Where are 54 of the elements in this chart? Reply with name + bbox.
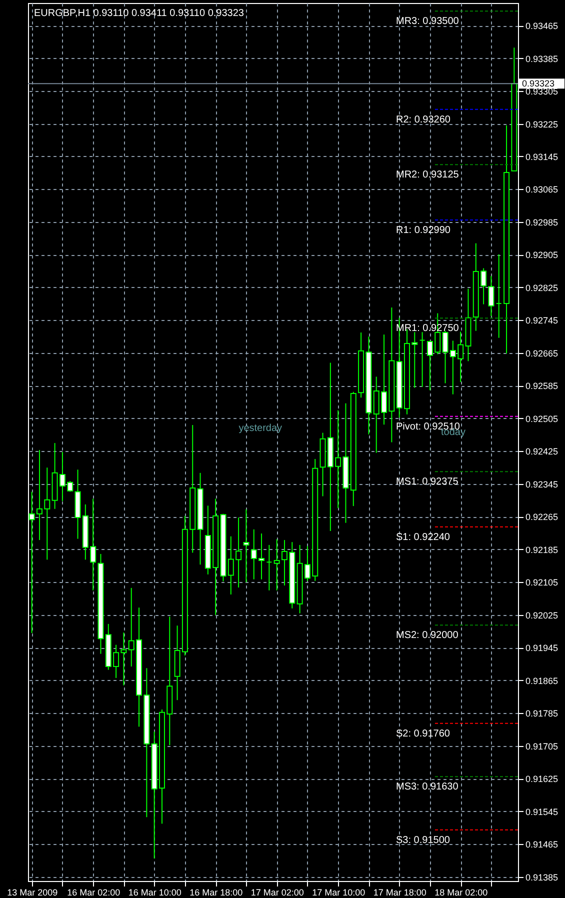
- y-tick-label: 0.92425: [526, 446, 558, 457]
- y-tick-label: 0.93465: [526, 21, 558, 32]
- y-tick-label: 0.92185: [526, 544, 558, 555]
- ref-line-label: S2: 0.91760: [396, 728, 450, 740]
- y-tick-label: 0.92745: [526, 316, 558, 326]
- x-tick-label: 17 Mar 02:00: [250, 888, 304, 898]
- y-tick-label: 0.92905: [526, 250, 558, 260]
- x-tick-label: 16 Mar 18:00: [190, 888, 243, 898]
- y-tick-label: 0.91545: [526, 806, 558, 817]
- ref-line-label: MR2: 0.93125: [396, 170, 460, 181]
- y-tick-label: 0.91705: [526, 741, 558, 752]
- ref-line-label: MS1: 0.92375: [396, 476, 459, 488]
- candlestick: [496, 254, 502, 338]
- y-tick-label: 0.91385: [526, 872, 558, 882]
- y-tick-label: 0.92025: [526, 610, 558, 620]
- ref-line-label: MS3: 0.91630: [396, 782, 459, 793]
- y-tick-label: 0.92985: [526, 217, 558, 228]
- y-tick-label: 0.91625: [526, 774, 558, 784]
- x-tick-label: 13 Mar 2009: [7, 888, 58, 898]
- ref-line-label: MR3: 0.93500: [396, 16, 460, 28]
- x-tick-label: 17 Mar 10:00: [312, 888, 366, 898]
- x-tick-label: 16 Mar 02:00: [67, 888, 120, 898]
- y-tick-label: 0.93065: [526, 184, 558, 195]
- ref-line-label: R1: 0.92990: [396, 224, 451, 236]
- ref-line-label: MS2: 0.92000: [396, 630, 459, 642]
- y-tick-label: 0.92105: [526, 578, 558, 588]
- y-tick-label: 0.92585: [526, 381, 558, 392]
- annotation: yesterday: [238, 423, 282, 434]
- y-tick-label: 0.93305: [526, 86, 558, 97]
- y-tick-label: 0.93225: [526, 119, 558, 130]
- y-tick-label: 0.92265: [526, 512, 558, 522]
- y-tick-label: 0.91865: [526, 676, 558, 686]
- candlestick: [419, 332, 426, 388]
- ref-line-label: S3: 0.91500: [396, 834, 450, 846]
- y-tick-label: 0.92825: [526, 282, 558, 293]
- ref-line-label: 0.93323: [522, 78, 555, 89]
- y-tick-label: 0.92505: [526, 414, 558, 424]
- y-tick-label: 0.93385: [526, 54, 558, 64]
- y-tick-label: 0.91945: [526, 643, 558, 654]
- ref-line-label: R2: 0.93260: [396, 114, 451, 126]
- y-tick-label: 0.91465: [526, 840, 558, 850]
- candlestick: [266, 544, 272, 591]
- x-tick-label: 17 Mar 18:00: [373, 888, 426, 898]
- candlestick: [243, 508, 250, 583]
- y-tick-label: 0.93145: [526, 152, 558, 162]
- text: EURGBP,H1 0.93110 0.93411 0.93110 0.93323: [34, 8, 244, 19]
- y-tick-label: 0.92665: [526, 348, 558, 358]
- x-tick-label: 16 Mar 10:00: [128, 888, 182, 898]
- ref-line-label: S1: 0.92240: [396, 532, 450, 543]
- annotation: today: [441, 427, 466, 438]
- candlestick: [274, 538, 280, 591]
- y-tick-label: 0.92345: [526, 479, 558, 490]
- y-tick-label: 0.91785: [526, 708, 558, 719]
- x-tick-label: 18 Mar 02:00: [434, 888, 488, 898]
